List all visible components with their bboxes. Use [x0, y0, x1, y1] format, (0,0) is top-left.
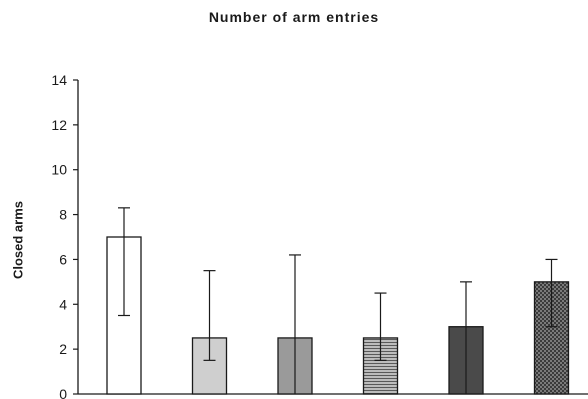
y-tick-label: 0	[59, 386, 67, 399]
y-tick-label: 10	[51, 162, 67, 178]
y-tick-label: 14	[51, 72, 67, 88]
bars-layer	[106, 236, 570, 395]
y-tick-label: 12	[51, 117, 67, 133]
y-tick-label: 8	[59, 207, 67, 223]
y-tick-label: 4	[59, 296, 67, 312]
axis-layer: 0 2 4 6 8 10 12 14	[51, 72, 588, 399]
error-bars-layer	[118, 207, 558, 394]
y-tick-label: 6	[59, 251, 67, 267]
bar-2	[191, 337, 228, 395]
y-tick-label: 2	[59, 341, 67, 357]
chart-title: Number of arm entries	[208, 9, 380, 25]
